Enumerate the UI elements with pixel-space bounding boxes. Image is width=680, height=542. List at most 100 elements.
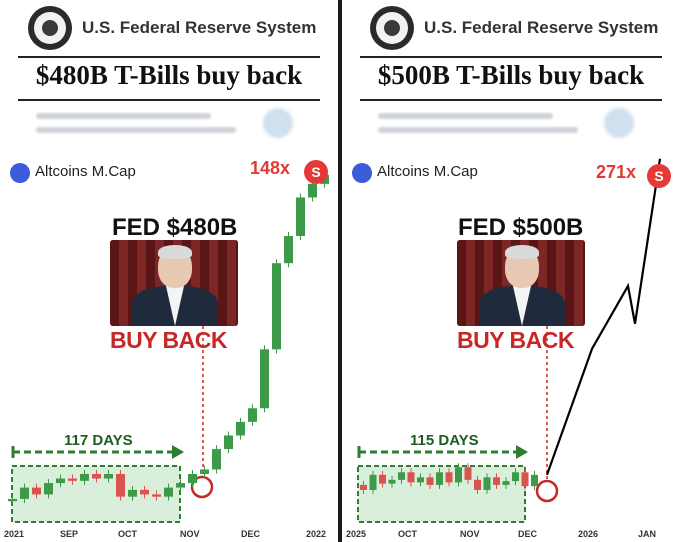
candle bbox=[32, 487, 41, 495]
blurred-text bbox=[378, 113, 553, 119]
days-label: 115 DAYS bbox=[410, 432, 479, 449]
fed-title: FED $500B bbox=[458, 214, 584, 241]
candle bbox=[436, 472, 443, 485]
candle bbox=[512, 472, 519, 482]
x-tick-label: DEC bbox=[241, 529, 261, 539]
blurred-text bbox=[36, 113, 211, 119]
fed-seal-icon bbox=[28, 6, 72, 50]
blurred-text bbox=[378, 127, 578, 133]
left-header: U.S. Federal Reserve System $480B T-Bill… bbox=[0, 0, 338, 148]
candle bbox=[369, 474, 377, 490]
org-name: U.S. Federal Reserve System bbox=[82, 18, 317, 37]
left-panel: U.S. Federal Reserve System $480B T-Bill… bbox=[0, 0, 338, 542]
right-panel: U.S. Federal Reserve System $500B T-Bill… bbox=[342, 0, 680, 542]
candle bbox=[92, 474, 101, 479]
chairman-photo bbox=[110, 240, 238, 326]
candle bbox=[417, 477, 424, 483]
x-tick-label: DEC bbox=[518, 529, 538, 539]
x-tick-label: NOV bbox=[180, 529, 200, 539]
coin-icon bbox=[10, 163, 30, 183]
candles-group bbox=[360, 463, 538, 494]
candle bbox=[502, 481, 510, 485]
fed-seal-icon bbox=[370, 6, 414, 50]
multiplier-label: 148x bbox=[250, 158, 291, 178]
panel-divider bbox=[338, 0, 342, 542]
coin-label: Altcoins M.Cap bbox=[377, 163, 478, 180]
blurred-logo-icon bbox=[604, 108, 634, 138]
s-badge-icon: S bbox=[304, 160, 328, 184]
candle bbox=[128, 489, 137, 497]
candle bbox=[296, 197, 305, 236]
coin-label: Altcoins M.Cap bbox=[35, 163, 136, 180]
candle bbox=[388, 479, 396, 484]
candle bbox=[20, 487, 29, 499]
candle bbox=[116, 474, 125, 497]
s-badge-icon: S bbox=[647, 164, 671, 188]
candle bbox=[464, 467, 472, 480]
candle bbox=[224, 435, 233, 450]
candle bbox=[68, 478, 77, 481]
x-tick-label: NOV bbox=[460, 529, 480, 539]
days-label: 117 DAYS bbox=[64, 432, 133, 449]
coin-icon bbox=[352, 163, 372, 183]
x-tick-label: 2022 bbox=[306, 529, 327, 539]
right-header: U.S. Federal Reserve System $500B T-Bill… bbox=[342, 0, 680, 148]
candle bbox=[493, 477, 500, 485]
header-rule-bottom bbox=[360, 99, 662, 101]
candle bbox=[426, 477, 434, 485]
x-tick-label: 2026 bbox=[578, 529, 599, 539]
candle bbox=[164, 487, 173, 497]
x-tick-label: OCT bbox=[118, 529, 137, 539]
chairman-photo bbox=[457, 240, 585, 326]
candle bbox=[104, 474, 113, 479]
blurred-logo-icon bbox=[263, 108, 293, 138]
candle bbox=[308, 183, 317, 198]
x-tick-label: SEP bbox=[60, 529, 79, 539]
candle bbox=[236, 421, 245, 436]
candle bbox=[407, 472, 415, 483]
candle bbox=[360, 484, 367, 490]
candle bbox=[212, 449, 221, 470]
multiplier-label: 271x bbox=[596, 162, 637, 182]
days-arrow-head bbox=[172, 445, 184, 459]
candle bbox=[474, 479, 481, 490]
candle bbox=[248, 408, 257, 422]
candle bbox=[8, 498, 17, 502]
days-arrow-head bbox=[516, 445, 528, 459]
candle bbox=[200, 469, 209, 474]
header-rule-top bbox=[360, 56, 662, 58]
headline: $480B T-Bills buy back bbox=[35, 60, 303, 90]
x-tick-label: 2021 bbox=[4, 529, 25, 539]
candlestick-chart bbox=[8, 170, 329, 523]
projection-line bbox=[545, 158, 662, 476]
buy-back-label: BUY BACK bbox=[110, 327, 227, 353]
candle bbox=[521, 472, 529, 487]
candle bbox=[272, 263, 281, 350]
candle bbox=[80, 474, 89, 481]
x-tick-label: OCT bbox=[398, 529, 417, 539]
candle bbox=[44, 483, 53, 495]
blurred-text bbox=[36, 127, 236, 133]
candle bbox=[483, 477, 491, 490]
candle bbox=[140, 489, 149, 495]
org-name: U.S. Federal Reserve System bbox=[424, 18, 659, 37]
candlestick-chart bbox=[357, 158, 662, 523]
candle bbox=[188, 474, 197, 484]
x-tick-label: 2025 bbox=[346, 529, 367, 539]
candle bbox=[455, 467, 462, 483]
header-rule-bottom bbox=[18, 99, 320, 101]
candle bbox=[398, 472, 405, 480]
candle bbox=[176, 483, 185, 488]
candle bbox=[152, 494, 161, 497]
buy-back-label: BUY BACK bbox=[457, 327, 574, 353]
candle bbox=[284, 236, 293, 264]
header-rule-top bbox=[18, 56, 320, 58]
buyback-marker-circle bbox=[535, 479, 559, 503]
candle bbox=[56, 478, 65, 484]
candle bbox=[379, 474, 386, 484]
x-tick-label: JAN bbox=[638, 529, 657, 539]
candle bbox=[260, 349, 269, 409]
headline: $500B T-Bills buy back bbox=[377, 60, 645, 90]
fed-title: FED $480B bbox=[112, 214, 238, 241]
candle bbox=[445, 472, 453, 483]
